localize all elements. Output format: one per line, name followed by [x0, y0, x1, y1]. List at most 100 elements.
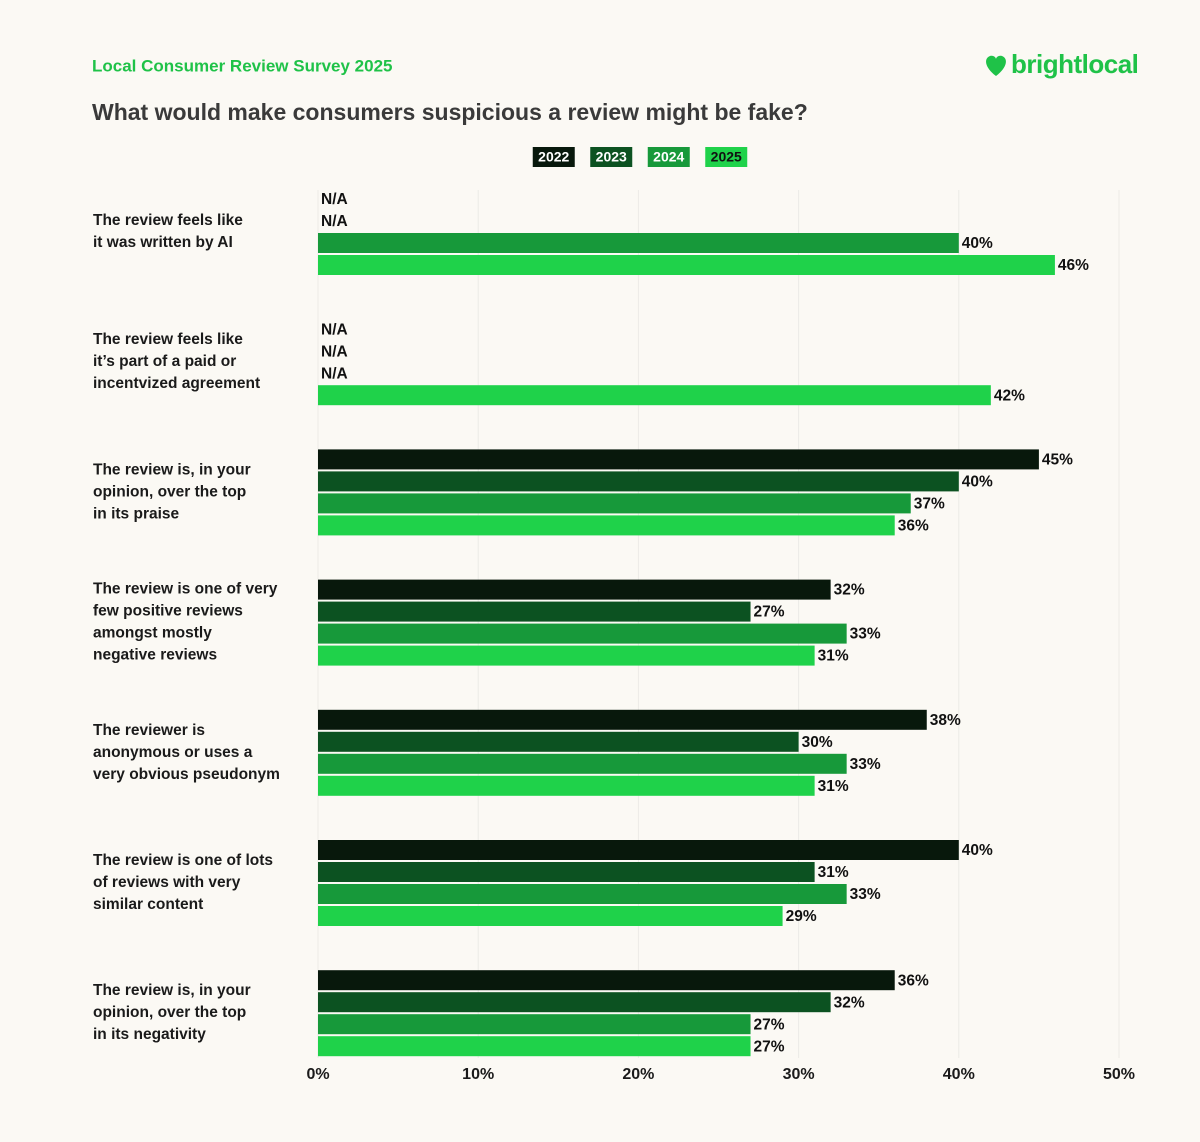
bar: [318, 579, 831, 600]
chart-title: What would make consumers suspicious a r…: [92, 99, 808, 125]
x-tick-label: 10%: [462, 1066, 494, 1083]
value-label: 27%: [754, 1016, 785, 1033]
category-line: few positive reviews: [93, 603, 243, 620]
bar: [318, 862, 815, 882]
category-label: The reviewer is anonymous or uses a very o…: [93, 722, 280, 783]
bar: [318, 840, 959, 860]
value-label: 31%: [818, 648, 849, 665]
x-tick-label: 50%: [1103, 1066, 1135, 1083]
value-label: 32%: [834, 994, 865, 1011]
category-line: it’s part of a paid or: [93, 353, 236, 370]
value-label: 45%: [1042, 451, 1073, 468]
category-line: of reviews with very: [93, 874, 241, 891]
category-line: it was written by AI: [93, 234, 233, 251]
bar: [318, 515, 895, 536]
category-line: The reviewer is: [93, 722, 205, 739]
value-label: 46%: [1058, 257, 1089, 274]
x-tick-label: 0%: [306, 1066, 329, 1083]
category-label: The review feels like it was written by A…: [93, 212, 243, 251]
value-label: 36%: [898, 517, 929, 534]
value-label: 42%: [994, 387, 1025, 404]
bar: [318, 233, 959, 253]
value-label: 40%: [962, 473, 993, 490]
value-label: 27%: [754, 604, 785, 621]
value-label: 30%: [802, 734, 833, 751]
logo: brightlocal: [986, 49, 1139, 79]
category-line: The review feels like: [93, 212, 243, 229]
legend-swatch: [647, 147, 690, 167]
bar: [318, 970, 895, 991]
bar: [318, 709, 927, 730]
bar: [318, 775, 815, 796]
logo-text: brightlocal: [1011, 49, 1138, 79]
value-label: 29%: [786, 908, 817, 925]
value-label: 40%: [962, 842, 993, 859]
value-label: 36%: [898, 972, 929, 989]
value-label: 31%: [818, 864, 849, 881]
bar: [318, 449, 1039, 470]
bar: [318, 601, 751, 622]
legend-label: 2023: [596, 149, 627, 165]
bar: [318, 645, 815, 666]
category-line: negative reviews: [93, 647, 217, 664]
category-label: The review is one of very few positive re…: [93, 581, 278, 664]
legend-swatch: [590, 147, 633, 167]
category-line: The review is one of lots: [93, 852, 273, 869]
value-label: N/A: [321, 321, 348, 338]
legend-label: 2022: [538, 149, 569, 165]
value-label: 33%: [850, 626, 881, 643]
bar: [318, 753, 847, 774]
x-tick-label: 40%: [943, 1066, 975, 1083]
bar: [318, 906, 783, 926]
category-line: The review is, in your: [93, 461, 251, 478]
category-line: similar content: [93, 896, 203, 913]
legend-swatch: [532, 147, 575, 167]
category-line: opinion, over the top: [93, 1004, 246, 1021]
bar: [318, 493, 911, 514]
category-line: anonymous or uses a: [93, 744, 253, 761]
logo-icon: [986, 55, 1006, 76]
value-label: 37%: [914, 495, 945, 512]
bar: [318, 1014, 751, 1035]
x-tick-label: 20%: [622, 1066, 654, 1083]
category-line: The review feels like: [93, 331, 243, 348]
category-line: very obvious pseudonym: [93, 766, 280, 783]
category-line: amongst mostly: [93, 625, 212, 642]
value-label: 40%: [962, 235, 993, 252]
category-line: opinion, over the top: [93, 483, 246, 500]
bar: [318, 385, 991, 406]
category-label: The review feels like it’s part of a paid…: [93, 331, 260, 392]
bar: [318, 1036, 751, 1057]
legend-label: 2024: [653, 149, 684, 165]
value-label: 33%: [850, 886, 881, 903]
bar: [318, 255, 1055, 275]
category-line: in its negativity: [93, 1026, 206, 1043]
value-label: 33%: [850, 756, 881, 773]
value-label: 32%: [834, 582, 865, 599]
value-label: 27%: [754, 1038, 785, 1055]
value-label: 31%: [818, 778, 849, 795]
x-tick-label: 30%: [783, 1066, 815, 1083]
category-line: The review is, in your: [93, 982, 251, 999]
category-label: The review is one of lots of reviews with…: [93, 852, 273, 913]
legend-label: 2025: [711, 149, 742, 165]
chart-subtitle: Local Consumer Review Survey 2025: [92, 56, 392, 75]
category-line: The review is one of very: [93, 581, 278, 598]
legend-swatch: [705, 147, 748, 167]
category-label: The review is, in your opinion, over the …: [93, 461, 251, 522]
category-label: The review is, in your opinion, over the …: [93, 982, 251, 1043]
category-line: incentvized agreement: [93, 375, 260, 392]
bar: [318, 884, 847, 904]
category-line: in its praise: [93, 505, 180, 522]
value-label: N/A: [321, 191, 348, 208]
value-label: N/A: [321, 365, 348, 382]
bar: [318, 992, 831, 1013]
value-label: 38%: [930, 712, 961, 729]
bar: [318, 731, 799, 752]
value-label: N/A: [321, 343, 348, 360]
bar: [318, 623, 847, 644]
bar: [318, 471, 959, 492]
value-label: N/A: [321, 213, 348, 230]
